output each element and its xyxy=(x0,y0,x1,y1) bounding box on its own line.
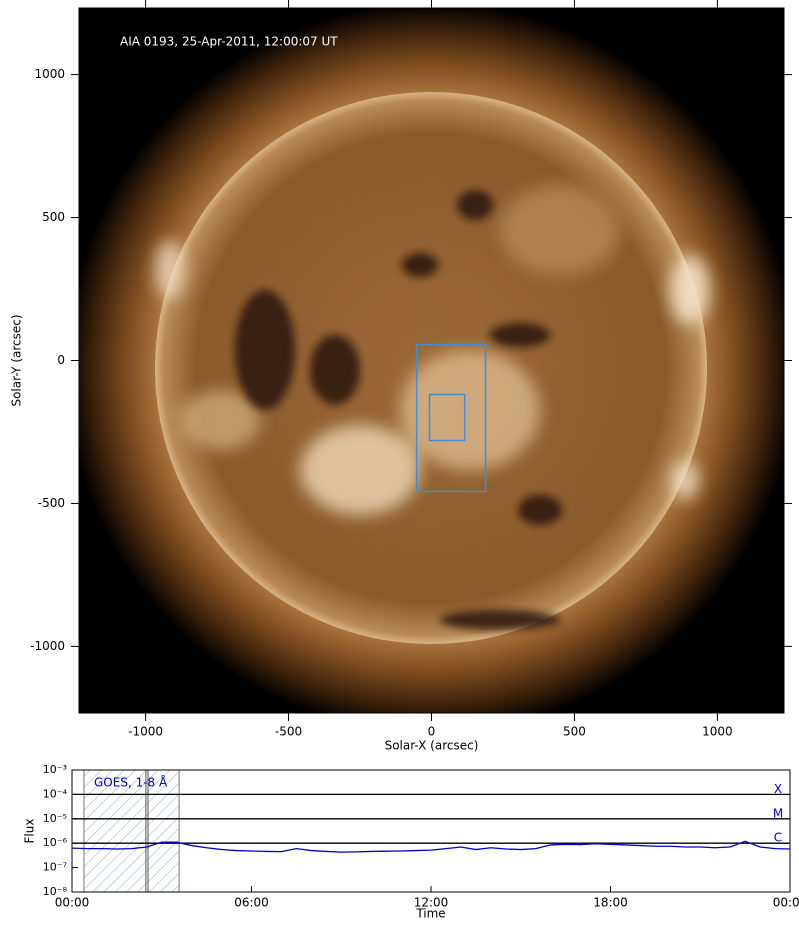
legend-label: GOES, 1-8 Å xyxy=(94,775,168,790)
shaded-interval xyxy=(83,769,180,893)
y-tick-label: 1000 xyxy=(34,67,65,81)
x-tick-label: -1000 xyxy=(128,725,163,739)
y-tick-label: 0 xyxy=(57,353,65,367)
y-axis-label: Flux xyxy=(23,819,37,844)
x-axis-label: Solar-X (arcsec) xyxy=(385,739,479,753)
x-tick-label: 0 xyxy=(428,725,436,739)
image-title: AIA 0193, 25-Apr-2011, 12:00:07 UT xyxy=(120,35,338,49)
flare-class-label: M xyxy=(773,806,783,820)
y-tick-label: 500 xyxy=(42,210,65,224)
flux-line xyxy=(71,840,791,853)
y-tick-label: 10⁻³ xyxy=(43,763,67,776)
y-tick-label: -500 xyxy=(38,496,65,510)
y-tick-label: 10⁻⁴ xyxy=(43,787,68,800)
y-tick-label: 10⁻⁶ xyxy=(43,836,68,849)
axes-frame xyxy=(71,769,791,893)
y-tick-label: 10⁻⁷ xyxy=(43,861,67,874)
flare-class-label: C xyxy=(774,831,782,845)
region-box xyxy=(428,393,466,442)
flare-class-label: X xyxy=(774,782,782,796)
x-tick-label: 00:00 xyxy=(773,896,799,910)
y-tick-label: -1000 xyxy=(30,639,65,653)
x-tick-label: 00:00 xyxy=(55,896,90,910)
y-tick-label: 10⁻⁵ xyxy=(43,812,67,825)
solar-image xyxy=(79,8,784,713)
x-tick-label: -500 xyxy=(275,725,302,739)
region-box xyxy=(415,343,487,493)
y-tick-label: 10⁻⁸ xyxy=(43,885,68,898)
x-tick-label: 06:00 xyxy=(234,896,269,910)
x-tick-label: 18:00 xyxy=(593,896,628,910)
x-axis-label: Time xyxy=(415,907,445,921)
x-tick-label: 12:00 xyxy=(414,896,449,910)
y-axis-label: Solar-Y (arcsec) xyxy=(10,314,24,406)
x-tick-label: 500 xyxy=(563,725,586,739)
x-tick-label: 1000 xyxy=(702,725,733,739)
